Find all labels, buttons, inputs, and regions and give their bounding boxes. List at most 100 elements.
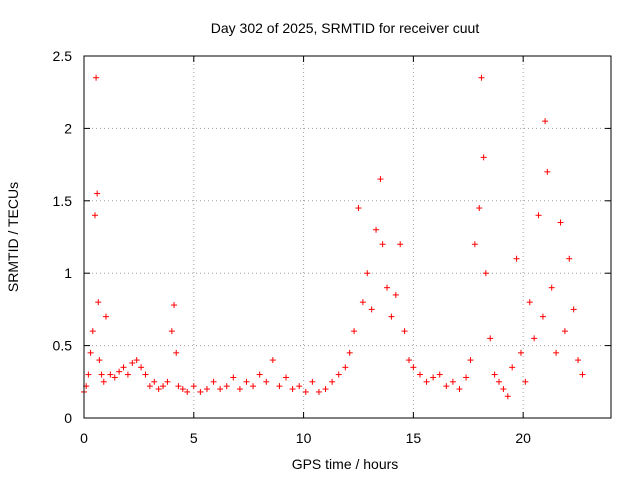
data-point	[482, 270, 489, 277]
data-point	[116, 368, 123, 375]
data-point	[463, 374, 470, 381]
data-point	[94, 190, 101, 197]
data-point	[335, 371, 342, 378]
data-point	[542, 118, 549, 125]
data-point	[539, 313, 546, 320]
data-point	[302, 388, 309, 395]
data-point	[436, 371, 443, 378]
data-point	[561, 328, 568, 335]
data-point	[223, 383, 230, 390]
data-point	[487, 335, 494, 342]
data-point	[416, 371, 423, 378]
data-point	[93, 74, 100, 81]
data-point	[430, 374, 437, 381]
data-point	[236, 386, 243, 393]
data-point	[263, 378, 270, 385]
data-point	[342, 364, 349, 371]
data-point	[355, 205, 362, 212]
data-point	[173, 349, 180, 356]
data-point	[548, 284, 555, 291]
data-point	[133, 357, 140, 364]
data-point	[102, 313, 109, 320]
data-point	[364, 270, 371, 277]
data-point	[346, 349, 353, 356]
data-point	[89, 328, 96, 335]
data-point	[467, 357, 474, 364]
plot-frame	[83, 55, 612, 419]
data-point	[160, 383, 167, 390]
data-point	[553, 349, 560, 356]
data-point	[155, 386, 162, 393]
data-point	[175, 383, 182, 390]
data-point	[179, 386, 186, 393]
data-point	[164, 378, 171, 385]
data-point	[276, 383, 283, 390]
y-tick-label: 0.5	[53, 338, 73, 354]
data-point	[500, 386, 507, 393]
data-point	[146, 383, 153, 390]
data-point	[203, 386, 210, 393]
data-point	[522, 378, 529, 385]
data-point	[190, 383, 197, 390]
data-point	[329, 378, 336, 385]
data-point	[95, 299, 102, 306]
y-tick-label: 1	[64, 265, 72, 281]
x-axis-label: GPS time / hours	[292, 456, 399, 472]
data-point	[107, 371, 114, 378]
data-point	[289, 386, 296, 393]
y-tick-label: 2	[64, 120, 72, 136]
data-point	[531, 335, 538, 342]
data-point	[120, 364, 127, 371]
data-point	[478, 74, 485, 81]
data-point	[456, 386, 463, 393]
data-point	[368, 306, 375, 313]
data-point	[168, 328, 175, 335]
data-point	[197, 388, 204, 395]
y-axis-label: SRMTID / TECUs	[5, 182, 21, 292]
data-point	[210, 378, 217, 385]
data-point	[129, 359, 136, 366]
data-point	[388, 313, 395, 320]
y-tick-label: 0	[64, 410, 72, 426]
data-point	[496, 378, 503, 385]
grid	[84, 56, 611, 418]
x-tick-label: 5	[190, 430, 198, 446]
data-point	[509, 364, 516, 371]
y-tick-label: 1.5	[53, 193, 73, 209]
data-point	[309, 378, 316, 385]
data-point	[351, 328, 358, 335]
data-point	[373, 226, 380, 233]
data-point	[138, 364, 145, 371]
data-point	[517, 349, 524, 356]
data-point	[397, 241, 404, 248]
data-point	[359, 299, 366, 306]
data-point	[575, 357, 582, 364]
data-point	[401, 328, 408, 335]
data-point	[471, 241, 478, 248]
data-point	[491, 371, 498, 378]
data-point	[504, 393, 511, 400]
data-point	[480, 154, 487, 161]
data-point	[544, 168, 551, 175]
data-point	[392, 291, 399, 298]
data-point	[256, 371, 263, 378]
data-point	[570, 306, 577, 313]
data-point	[566, 255, 573, 262]
data-point	[283, 374, 290, 381]
data-point	[410, 364, 417, 371]
data-point	[230, 374, 237, 381]
y-tick-label: 2.5	[53, 48, 73, 64]
data-point	[423, 378, 430, 385]
data-point	[91, 212, 98, 219]
data-point	[85, 371, 92, 378]
data-point	[513, 255, 520, 262]
data-point	[98, 371, 105, 378]
data-point	[579, 371, 586, 378]
data-point	[124, 371, 131, 378]
data-point	[111, 374, 118, 381]
data-point	[476, 205, 483, 212]
data-point	[142, 371, 149, 378]
data-point	[443, 383, 450, 390]
data-point	[315, 388, 322, 395]
